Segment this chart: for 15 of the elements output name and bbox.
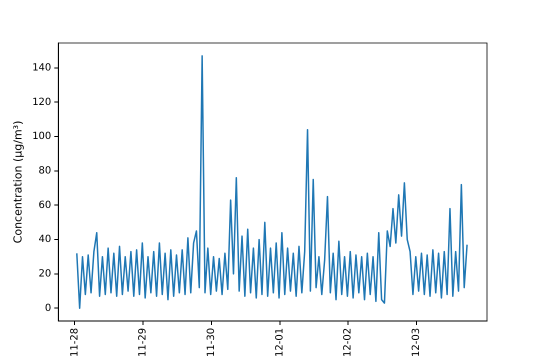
x-tick-label: 11-29 bbox=[138, 328, 149, 358]
y-tick-label: 100 bbox=[32, 131, 52, 142]
y-axis-title: Concentration (µg/m³) bbox=[11, 120, 24, 244]
x-tick-label: 12-03 bbox=[411, 328, 422, 358]
y-tick-label: 20 bbox=[38, 268, 52, 280]
y-tick-label: 60 bbox=[38, 200, 52, 211]
x-tick-label: 12-02 bbox=[342, 328, 354, 358]
y-tick-label: 80 bbox=[38, 165, 52, 176]
y-tick-label: 140 bbox=[32, 62, 52, 74]
y-tick-label: 120 bbox=[32, 96, 52, 108]
x-tick-label: 11-30 bbox=[206, 328, 217, 358]
y-tick-label: 0 bbox=[44, 302, 52, 314]
y-tick-label: 40 bbox=[38, 234, 52, 246]
x-tick-label: 11-28 bbox=[69, 328, 80, 358]
x-tick-label: 12-01 bbox=[274, 328, 286, 358]
